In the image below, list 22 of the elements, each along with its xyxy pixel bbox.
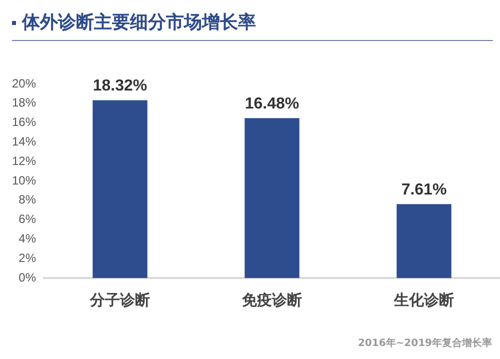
x-tick-label: 免疫诊断 [241, 290, 302, 309]
text: 2016年~2019年复合增长率 [358, 336, 492, 350]
data-label: 16.48% [244, 96, 300, 113]
y-tick-label: 12% [12, 154, 36, 168]
data-label: 7.61% [401, 182, 447, 199]
chart-title: 体外诊断主要细分市场增长率 [22, 11, 256, 34]
y-tick-label: 10% [12, 173, 36, 188]
bar [396, 204, 452, 278]
y-tick-label: 14% [12, 134, 36, 149]
y-tick-label: 2% [18, 250, 36, 265]
y-tick-label: 6% [18, 212, 36, 226]
y-tick-label: 8% [18, 192, 36, 207]
data-label: 18.32% [92, 78, 148, 95]
x-tick-label: 分子诊断 [89, 290, 150, 309]
y-tick-label: 4% [18, 232, 36, 246]
bar [92, 100, 148, 278]
y-tick-label: 16% [12, 115, 36, 130]
y-tick-label: 20% [12, 76, 36, 90]
y-tick-label: 0% [18, 270, 36, 284]
y-tick-label: 18% [12, 96, 36, 110]
x-tick-label: 生化诊断 [393, 290, 454, 309]
bar [244, 118, 300, 278]
